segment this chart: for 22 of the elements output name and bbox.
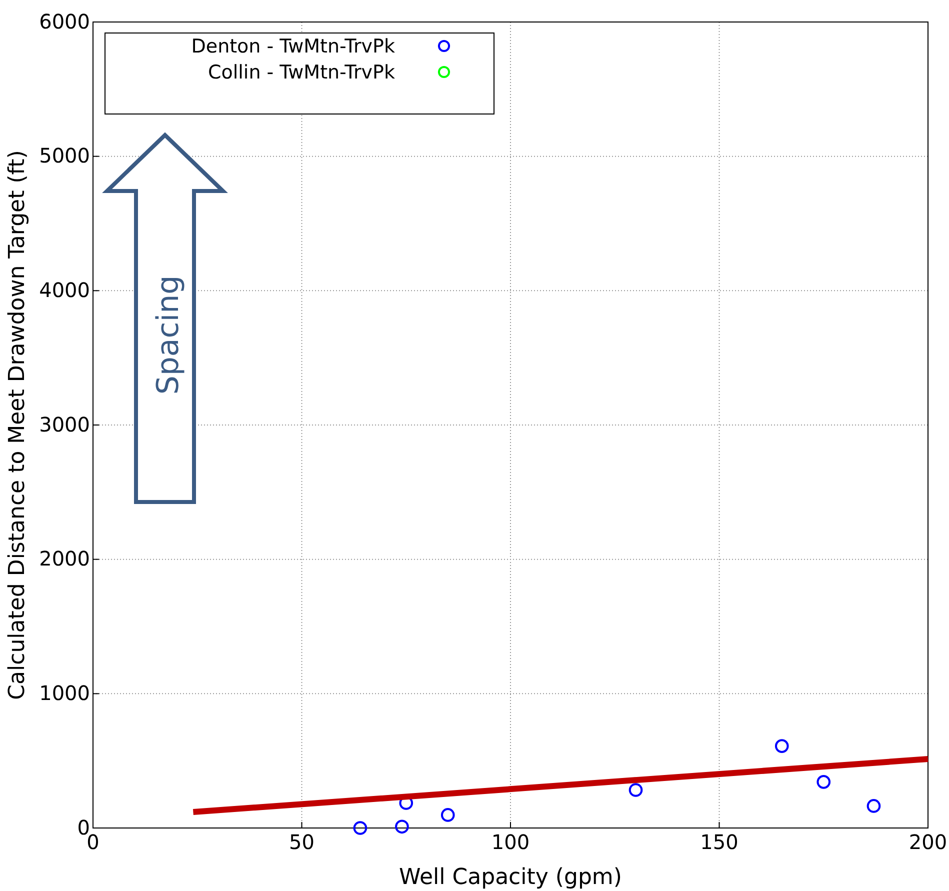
point (395, 820, 409, 834)
y-tick-label: 2000 (39, 546, 90, 571)
point (440, 808, 455, 822)
y-tick-label: 5000 (39, 144, 90, 168)
x-tick-label: 100 (491, 830, 530, 854)
point (866, 799, 881, 813)
y-axis-title: Calculated Distance to Meet Drawdown Target (ft) (5, 150, 30, 700)
x-tick-label: 50 (289, 830, 314, 854)
x-tick-label: 150 (700, 830, 738, 854)
annotation: Spacing (151, 275, 186, 395)
point (628, 783, 643, 797)
point (816, 775, 831, 789)
y-tick-label: 4000 (39, 278, 90, 302)
y-tick-label: 3000 (39, 412, 90, 436)
x-tick-label: 200 (908, 830, 948, 854)
legend-label: Collin - TwMtn-TrvPk (208, 62, 395, 84)
x-axis-title: Well Capacity (gpm) (399, 865, 622, 890)
y-tick-label: 1000 (39, 681, 90, 706)
legend-label: Denton - TwMtn-TrvPk (191, 36, 395, 58)
point (774, 739, 789, 753)
point (353, 821, 368, 835)
y-tick-label: 6000 (39, 9, 90, 34)
